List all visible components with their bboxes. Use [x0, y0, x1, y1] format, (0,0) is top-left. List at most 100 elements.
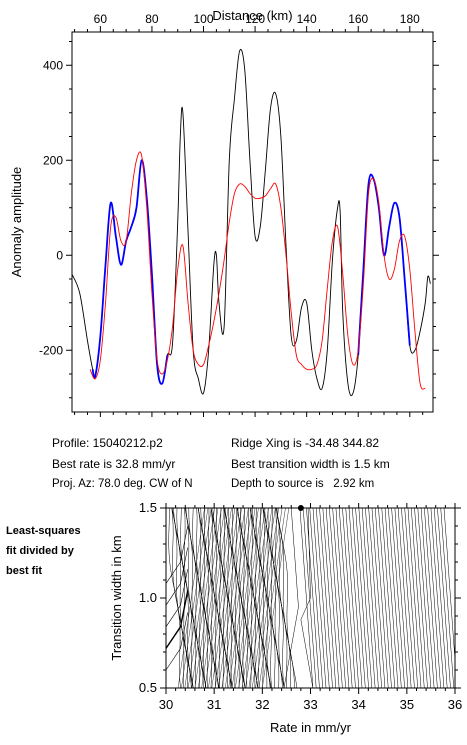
contour-line — [208, 508, 236, 688]
contour-line — [420, 508, 435, 688]
contour-line — [166, 547, 188, 606]
contour-line — [231, 508, 259, 688]
contour-line — [255, 508, 272, 688]
contour-line — [188, 508, 207, 688]
contour-line — [241, 508, 269, 688]
contour-line — [171, 508, 188, 688]
x-tick-label: 34 — [351, 697, 365, 712]
contour-line — [309, 508, 323, 688]
contour-line — [388, 508, 402, 688]
contour-line — [338, 508, 353, 688]
y-tick-label: 1.0 — [139, 590, 157, 605]
contour-line — [275, 508, 292, 688]
ridge-crossing-label: Ridge Xing is -34.48 344.82 — [231, 436, 380, 450]
contour-line — [224, 508, 246, 688]
contour-line — [204, 508, 232, 688]
y-tick-label: 400 — [43, 58, 63, 72]
y-axis-title: Anomaly amplitude — [9, 167, 24, 278]
y-tick-label: 0 — [56, 248, 63, 262]
contour-line — [197, 508, 212, 688]
contour-line — [171, 508, 185, 688]
contour-line — [211, 508, 239, 688]
contour-line — [342, 508, 356, 688]
contour-line — [276, 508, 298, 688]
contour-line — [249, 508, 264, 688]
contour-line — [210, 508, 228, 688]
contour-line — [166, 612, 188, 671]
fitted-window-line — [91, 159, 169, 385]
contour-line — [252, 508, 272, 688]
side-note-line-1: Least-squares — [6, 525, 81, 537]
contour-line — [299, 508, 314, 688]
contour-line — [424, 508, 438, 688]
y-tick-label: 200 — [43, 153, 63, 167]
contour-line — [358, 508, 373, 688]
contour-line — [417, 508, 432, 688]
contour-line — [401, 508, 415, 688]
contour-line — [368, 508, 382, 688]
best-transition-width-label: Best transition width is 1.5 km — [231, 457, 390, 471]
contour-line — [223, 508, 236, 688]
contour-line — [316, 508, 330, 688]
contour-line — [300, 508, 314, 688]
x-tick-label: 160 — [348, 12, 368, 26]
contour-line — [312, 508, 327, 688]
y-tick-label: 1.5 — [139, 500, 157, 515]
fitted-window-line — [357, 173, 411, 356]
x-tick-label: 100 — [193, 12, 213, 26]
contour-line — [306, 508, 320, 688]
contour-line — [319, 508, 333, 688]
contour-line — [255, 508, 283, 688]
contour-line — [181, 508, 209, 688]
contour-line — [407, 508, 422, 688]
contour-line — [325, 508, 340, 688]
contour-line — [283, 508, 299, 688]
contour-line — [238, 508, 266, 688]
contour-line — [427, 508, 441, 688]
contour-line — [184, 508, 212, 688]
contour-line — [335, 508, 350, 688]
x-tick-label: 140 — [297, 12, 317, 26]
contour-line — [433, 508, 448, 688]
synthetic-anomaly-line — [89, 151, 426, 390]
contour-line — [228, 508, 246, 688]
contour-lines — [166, 508, 455, 688]
x-tick-label: 80 — [145, 12, 159, 26]
x-axis-title: Distance (km) — [212, 8, 292, 23]
contour-line — [201, 508, 229, 688]
y-axis-title: Transition width in km — [109, 535, 124, 660]
contour-line — [191, 508, 219, 688]
contour-line — [430, 508, 445, 688]
contour-line — [322, 508, 337, 688]
contour-line — [414, 508, 428, 688]
contour-line — [348, 508, 363, 688]
contour-line — [235, 508, 248, 688]
contour-line — [236, 508, 252, 688]
contour-line — [275, 508, 288, 688]
contour-line — [384, 508, 399, 688]
x-tick-label: 180 — [400, 12, 420, 26]
best-rate-label: Best rate is 32.8 mm/yr — [52, 457, 176, 471]
contour-line — [437, 508, 451, 688]
contour-line — [404, 508, 418, 688]
x-tick-label: 60 — [94, 12, 108, 26]
contour-line — [168, 508, 181, 688]
contour-line — [329, 508, 343, 688]
x-tick-label: 35 — [400, 697, 414, 712]
side-note: Least-squares fit divided by best fit — [6, 521, 81, 581]
contour-line — [248, 508, 276, 688]
contour-line — [381, 508, 396, 688]
contour-line — [223, 508, 240, 688]
contour-line — [177, 508, 205, 688]
contour-line — [371, 508, 386, 688]
contour-line — [218, 508, 246, 688]
contour-line — [198, 508, 225, 688]
misfit-contour-chart: 30 31 32 33 34 35 36 0.5 1.0 1.5 Rate in mm/yr Tran… — [109, 500, 462, 735]
x-tick-label: 36 — [448, 697, 462, 712]
x-axis-title: Rate in mm/yr — [270, 720, 352, 735]
contour-line — [176, 508, 194, 688]
contour-line — [245, 508, 273, 688]
x-tick-label: 32 — [255, 697, 269, 712]
contour-line — [355, 508, 369, 688]
contour-line — [252, 508, 279, 688]
